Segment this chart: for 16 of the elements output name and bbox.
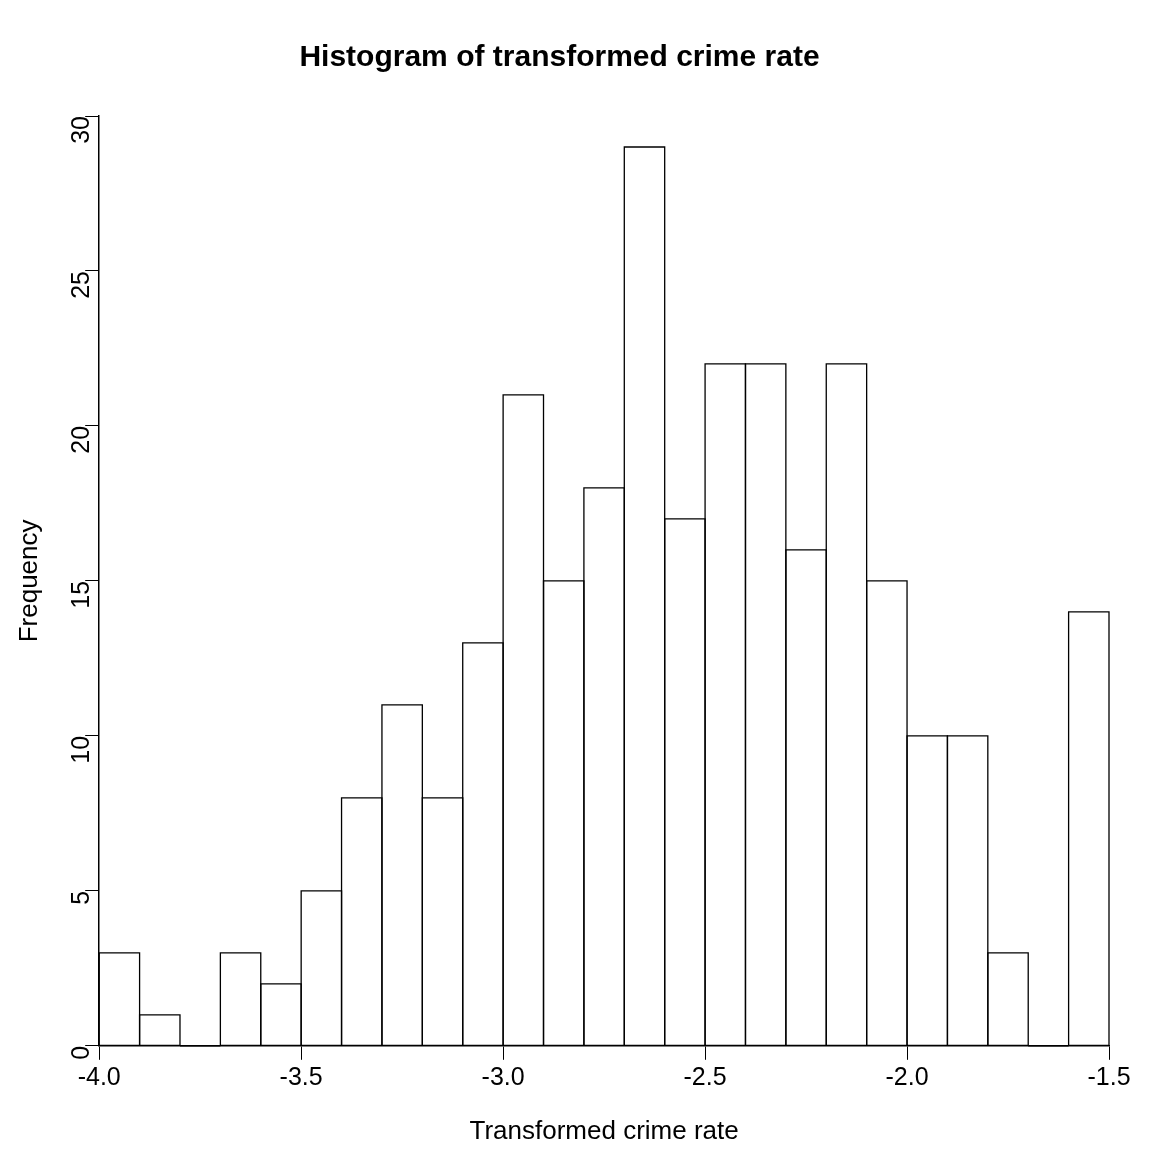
y-tick-label: 0 [66, 1045, 95, 1060]
x-tick-label: -2.0 [885, 1061, 929, 1090]
x-tick-label: -2.5 [683, 1061, 727, 1090]
y-tick-label: 20 [66, 425, 95, 454]
x-tick-label: -4.0 [77, 1061, 121, 1090]
y-tick-label: 25 [66, 270, 95, 299]
x-tick-label: -3.0 [481, 1061, 525, 1090]
chart-title: Histogram of transformed crime rate [299, 39, 820, 73]
x-axis-title: Transformed crime rate [469, 1114, 739, 1145]
y-tick-label: 10 [66, 735, 95, 764]
y-tick-label: 30 [66, 116, 95, 144]
y-axis-title: Frequency [12, 519, 43, 643]
y-tick-label: 15 [66, 580, 95, 609]
x-tick-label: -1.5 [1087, 1061, 1131, 1090]
y-tick-label: 5 [66, 890, 95, 905]
x-tick-label: -3.5 [279, 1061, 323, 1090]
